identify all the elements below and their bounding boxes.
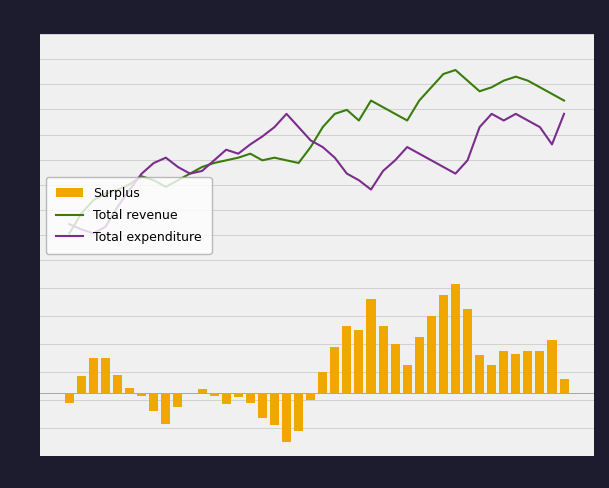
Bar	[451, 284, 460, 393]
Bar	[354, 330, 364, 393]
Bar	[547, 340, 557, 393]
Bar	[342, 326, 351, 393]
Bar	[161, 393, 171, 424]
Bar	[65, 393, 74, 403]
Legend: Surplus, Total revenue, Total expenditure: Surplus, Total revenue, Total expenditur…	[46, 177, 212, 254]
Bar	[282, 393, 291, 442]
Bar	[560, 379, 569, 393]
Bar	[209, 393, 219, 396]
Bar	[197, 389, 206, 393]
Bar	[475, 355, 484, 393]
Bar	[499, 351, 509, 393]
Bar	[367, 299, 376, 393]
Bar	[439, 295, 448, 393]
Bar	[403, 365, 412, 393]
Bar	[137, 393, 146, 396]
Bar	[463, 309, 472, 393]
Bar	[427, 316, 436, 393]
Bar	[270, 393, 279, 426]
Bar	[487, 365, 496, 393]
Bar	[512, 354, 520, 393]
Bar	[174, 393, 183, 407]
Bar	[306, 393, 315, 400]
Bar	[101, 358, 110, 393]
Bar	[318, 372, 327, 393]
Bar	[294, 393, 303, 431]
Bar	[113, 375, 122, 393]
Bar	[535, 351, 544, 393]
Bar	[258, 393, 267, 418]
Bar	[77, 376, 86, 393]
Bar	[330, 347, 339, 393]
Bar	[222, 393, 231, 405]
Bar	[234, 393, 243, 397]
Bar	[415, 337, 424, 393]
Bar	[89, 358, 98, 393]
Bar	[379, 326, 387, 393]
Bar	[125, 387, 134, 393]
Bar	[149, 393, 158, 411]
Bar	[390, 344, 400, 393]
Bar	[246, 393, 255, 403]
Bar	[523, 351, 532, 393]
